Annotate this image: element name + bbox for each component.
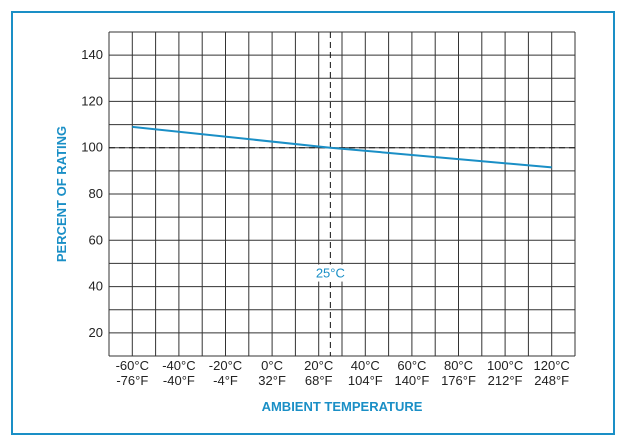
- y-tick-label: 60: [89, 232, 103, 247]
- reference-lines: [109, 32, 575, 356]
- x-tick-label-celsius: 80°C: [444, 358, 473, 373]
- x-tick-label-celsius: -60°C: [116, 358, 149, 373]
- x-tick-label-celsius: -40°C: [162, 358, 195, 373]
- chart-frame: [11, 11, 615, 435]
- x-tick-label-fahrenheit: 176°F: [441, 373, 476, 388]
- x-tick-label-celsius: 40°C: [351, 358, 380, 373]
- x-tick-label-fahrenheit: -4°F: [213, 373, 238, 388]
- series-line: [132, 125, 552, 169]
- x-axis-title: AMBIENT TEMPERATURE: [262, 399, 423, 414]
- x-tick-label-celsius: 100°C: [487, 358, 523, 373]
- y-axis-title: PERCENT OF RATING: [54, 126, 69, 262]
- x-tick-labels: -60°C-76°F -40°C-40°F -20°C-4°F 0°C32°F 20°C…: [116, 358, 570, 388]
- y-tick-labels: 20 40 60 80 100 120 140: [81, 47, 103, 340]
- reference-annotation: 25°C: [316, 266, 345, 281]
- x-tick-label-celsius: -20°C: [209, 358, 242, 373]
- y-tick-label: 140: [81, 47, 103, 62]
- y-tick-label: 20: [89, 325, 103, 340]
- x-tick-label-celsius: 120°C: [534, 358, 570, 373]
- y-tick-label: 40: [89, 279, 103, 294]
- chart-grid: [108, 31, 576, 357]
- x-tick-label-celsius: 0°C: [261, 358, 283, 373]
- y-tick-label: 120: [81, 93, 103, 108]
- x-tick-label-fahrenheit: 32°F: [258, 373, 286, 388]
- x-tick-label-celsius: 60°C: [397, 358, 426, 373]
- x-tick-label-fahrenheit: 68°F: [305, 373, 333, 388]
- x-tick-label-fahrenheit: -76°F: [116, 373, 148, 388]
- x-tick-label-fahrenheit: 248°F: [534, 373, 569, 388]
- annotation-background: [312, 264, 349, 282]
- x-tick-label-fahrenheit: -40°F: [163, 373, 195, 388]
- x-tick-label-fahrenheit: 104°F: [348, 373, 383, 388]
- chart-series: [132, 125, 552, 169]
- y-tick-label: 80: [89, 186, 103, 201]
- x-tick-label-celsius: 20°C: [304, 358, 333, 373]
- x-tick-label-fahrenheit: 212°F: [488, 373, 523, 388]
- y-tick-label: 100: [81, 140, 103, 155]
- x-tick-label-fahrenheit: 140°F: [394, 373, 429, 388]
